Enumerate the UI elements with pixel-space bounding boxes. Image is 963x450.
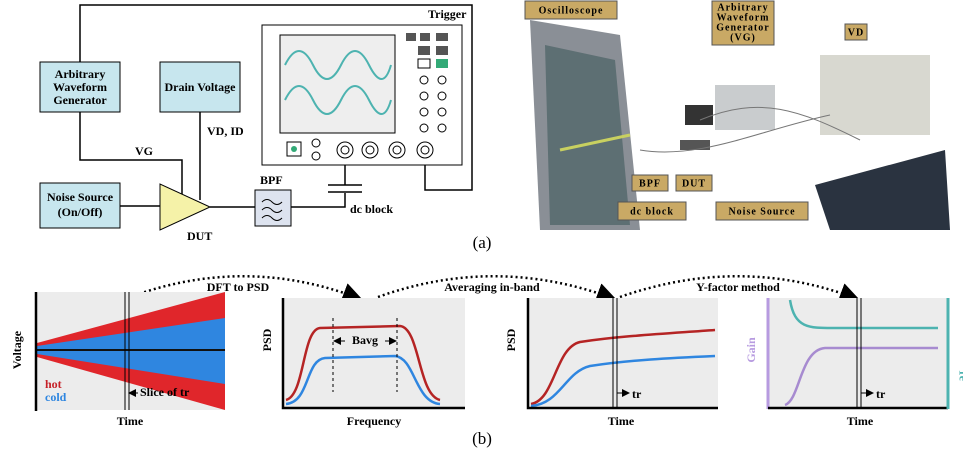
schematic-polyline <box>291 193 345 207</box>
y-label: Voltage <box>10 330 24 369</box>
panel-3-rect <box>528 298 718 408</box>
note: tr <box>632 387 642 401</box>
schematic-g-rect <box>406 33 416 41</box>
label: Oscilloscope <box>539 5 604 16</box>
photo-polygon <box>815 150 950 230</box>
schematic-rect <box>280 35 395 133</box>
x-label: Time <box>608 414 635 428</box>
panel-1: Slice of tr hot cold Voltage Time <box>10 292 225 428</box>
y2-label: Te <box>956 369 963 382</box>
panel-4: tr Gain Te Time <box>744 298 963 428</box>
label: VD <box>848 27 864 38</box>
label: dc block <box>350 202 393 216</box>
schematic-g-rect <box>420 33 430 41</box>
legend-label: cold <box>45 390 67 404</box>
label: (VG) <box>730 32 756 43</box>
x-label: Time <box>847 414 874 428</box>
panel-2-rect <box>283 298 465 408</box>
label: BPF <box>260 173 283 187</box>
label: Drain Voltage <box>164 80 236 94</box>
x-label: Time <box>117 414 144 428</box>
schematic-g-rect <box>418 59 430 68</box>
schematic: Trigger Arbitrary Waveform Generator Dra… <box>40 5 472 243</box>
label: Trigger <box>428 7 467 21</box>
panel-2: Bavg PSD Frequency <box>260 298 465 428</box>
label: (On/Off) <box>58 205 103 219</box>
schematic-polygon <box>160 184 210 230</box>
label: Waveform <box>53 80 107 94</box>
step-label: Averaging in-band <box>444 280 540 294</box>
note: Slice of tr <box>140 385 190 399</box>
y-label: PSD <box>504 328 518 351</box>
label: Noise Source <box>47 190 114 204</box>
figure: Trigger Arbitrary Waveform Generator Dra… <box>0 0 963 450</box>
schematic-polyline <box>80 112 182 194</box>
label: Noise Source <box>728 206 795 217</box>
y-label: PSD <box>260 328 274 351</box>
label: DUT <box>682 178 706 189</box>
step-label: DFT to PSD <box>207 280 270 294</box>
schematic-g-rect <box>436 59 448 68</box>
photo-rect <box>820 55 930 135</box>
panel-3: tr PSD Time <box>504 298 718 428</box>
label: VD, ID <box>207 124 244 138</box>
label: dc block <box>630 206 674 217</box>
label: BPF <box>639 178 661 189</box>
pipeline: DFT to PSD Averaging in-band Y-factor me… <box>130 276 855 298</box>
label: Arbitrary <box>55 67 106 81</box>
photo: Oscilloscope Arbitrary Waveform Generato… <box>525 1 950 230</box>
schematic-g-rect <box>418 46 430 55</box>
photo-rect <box>680 140 710 150</box>
photo-rect <box>685 105 713 125</box>
step-label: Y-factor method <box>696 280 780 294</box>
legend-label: hot <box>45 377 62 391</box>
label: Generator <box>53 93 107 107</box>
caption: (b) <box>472 429 492 448</box>
schematic-g-rect <box>436 46 448 55</box>
note: tr <box>876 387 886 401</box>
schematic-g-rect <box>436 33 448 41</box>
label: DUT <box>187 229 212 243</box>
y-label: Gain <box>744 337 758 363</box>
caption: (a) <box>473 233 492 252</box>
note: Bavg <box>352 333 378 347</box>
x-label: Frequency <box>347 414 401 428</box>
label: VG <box>135 144 153 158</box>
schematic-circle <box>291 146 297 152</box>
schematic-rect <box>255 190 291 226</box>
